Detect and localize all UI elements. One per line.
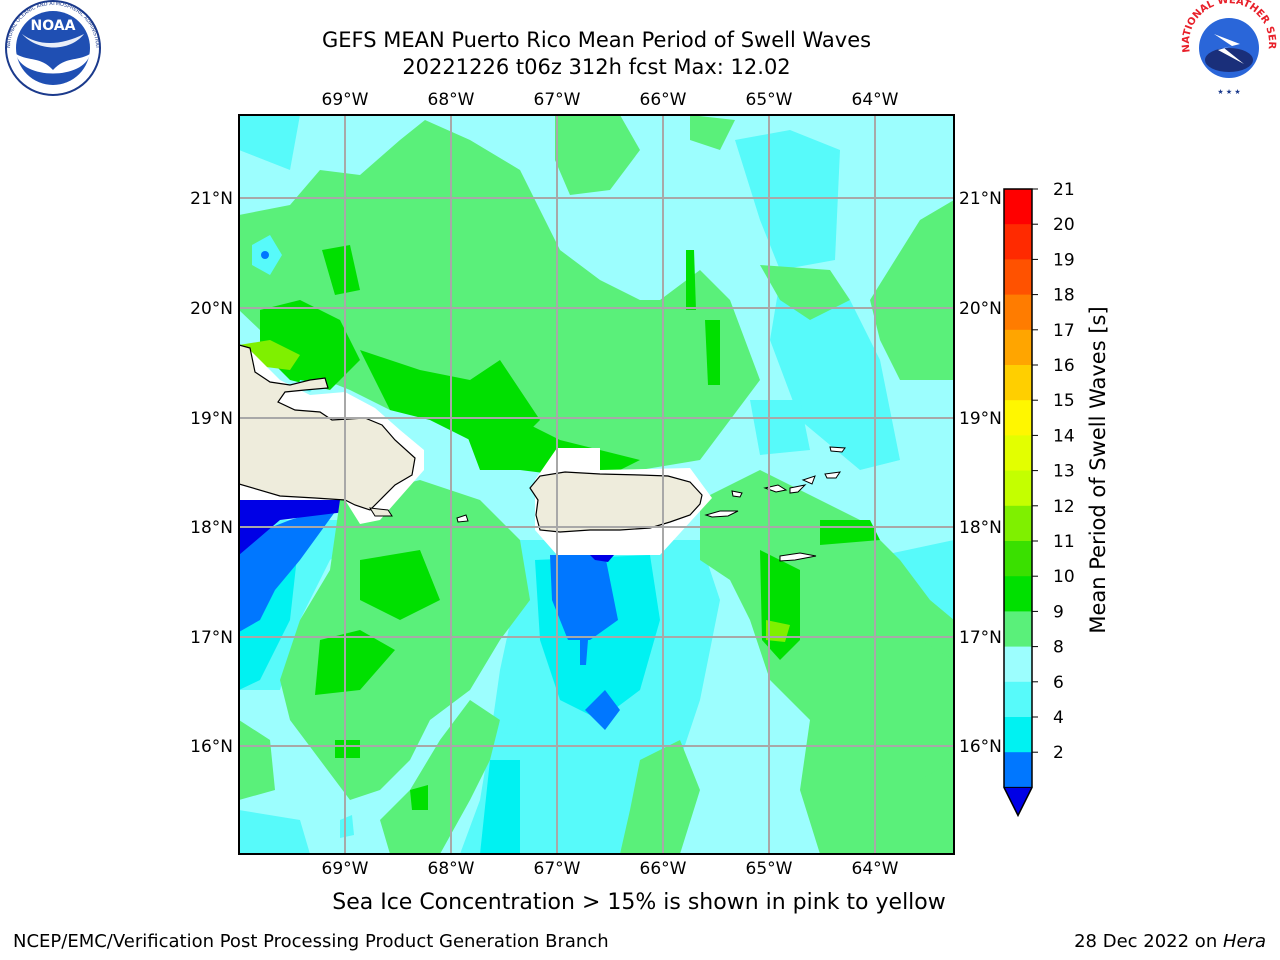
colorbar-label: Mean Period of Swell Waves [s]: [1086, 306, 1110, 633]
colorbar-tick-label: 20: [1053, 215, 1075, 235]
lat-label-left: 21°N: [190, 189, 233, 209]
svg-text:★ ★ ★: ★ ★ ★: [1217, 88, 1240, 96]
colorbar-segment: [1004, 329, 1032, 366]
colorbar-tick-label: 11: [1053, 532, 1075, 552]
colorbar-segment: [1004, 224, 1032, 260]
colorbar-tick-label: 14: [1053, 426, 1075, 446]
lon-label-bottom: 68°W: [428, 859, 475, 879]
colorbar-segment: [1004, 470, 1032, 507]
lat-label-right: 19°N: [959, 409, 1002, 429]
colorbar-segment: [1004, 752, 1032, 788]
colorbar-segment: [1004, 294, 1032, 331]
colorbar: 21 20 19 18 17 16 15 14 13 12 11 10 9 8 6 4 2: [1003, 180, 1075, 818]
footer-date: 28 Dec 2022 on Hera: [1074, 931, 1266, 952]
lon-label-bottom: 65°W: [746, 859, 793, 879]
lon-label-bottom: 66°W: [640, 859, 687, 879]
colorbar-segment: [1004, 681, 1032, 718]
colorbar-tick-label: 10: [1053, 567, 1075, 587]
lon-label-bottom: 69°W: [322, 859, 369, 879]
colorbar-segment: [1004, 541, 1032, 577]
footer-host: Hera: [1222, 931, 1266, 952]
colorbar-segment: [1004, 400, 1032, 436]
map-frame: [238, 114, 955, 855]
colorbar-tick-label: 8: [1053, 638, 1064, 658]
lon-label-top: 64°W: [852, 90, 899, 110]
sea-ice-note: Sea Ice Concentration > 15% is shown in …: [332, 890, 946, 915]
colorbar-tick-label: 4: [1053, 708, 1064, 728]
colorbar-outline: [1003, 188, 1033, 818]
lon-label-top: 69°W: [322, 90, 369, 110]
colorbar-segment: [1004, 646, 1032, 683]
lat-label-left: 16°N: [190, 737, 233, 757]
colorbar-tick-label: 13: [1053, 462, 1075, 482]
lat-label-right: 20°N: [959, 299, 1002, 319]
colorbar-tick-label: 9: [1053, 602, 1064, 622]
lat-label-right: 17°N: [959, 628, 1002, 648]
graticule: [239, 115, 954, 854]
lon-label-top: 68°W: [428, 90, 475, 110]
lat-label-left: 18°N: [190, 518, 233, 538]
lon-label-bottom: 64°W: [852, 859, 899, 879]
colorbar-segment: [1004, 435, 1032, 472]
colorbar-tick-label: 21: [1053, 180, 1075, 200]
colorbar-tick-label: 12: [1053, 497, 1075, 517]
colorbar-tick-label: 6: [1053, 673, 1064, 693]
lat-label-left: 20°N: [190, 299, 233, 319]
colorbar-extend-arrow: [1003, 786, 1033, 817]
colorbar-segment: [1004, 505, 1032, 542]
nws-logo: NATIONAL WEATHER SERVICE ★ ★ ★: [1178, 0, 1277, 96]
colorbar-tick-label: 19: [1053, 250, 1075, 270]
lat-label-right: 16°N: [959, 737, 1002, 757]
lat-label-left: 19°N: [190, 409, 233, 429]
noaa-logo-text: NOAA: [31, 18, 76, 34]
lat-label-left: 17°N: [190, 628, 233, 648]
lat-label-right: 18°N: [959, 518, 1002, 538]
footer-credit: NCEP/EMC/Verification Post Processing Pr…: [13, 931, 609, 952]
colorbar-segment: [1004, 189, 1032, 225]
colorbar-tick-label: 17: [1053, 321, 1075, 341]
contour-fill: [239, 115, 954, 854]
colorbar-segment: [1004, 576, 1032, 612]
lon-label-top: 67°W: [534, 90, 581, 110]
puerto-rico-land: [529, 471, 703, 533]
lat-label-right: 21°N: [959, 189, 1002, 209]
lon-label-top: 66°W: [640, 90, 687, 110]
colorbar-tick-label: 15: [1053, 391, 1075, 411]
map-subtitle: 20221226 t06z 312h fcst Max: 12.02: [402, 55, 791, 79]
colorbar-tick-label: 16: [1053, 356, 1075, 376]
lon-label-bottom: 67°W: [534, 859, 581, 879]
colorbar-segment: [1004, 717, 1032, 753]
lon-label-top: 65°W: [746, 90, 793, 110]
colorbar-segment: [1004, 611, 1032, 648]
colorbar-tick-label: 18: [1053, 286, 1075, 306]
colorbar-tick-label: 2: [1053, 743, 1064, 763]
noaa-logo: NOAA NATIONAL OCEANIC AND ATMOSPHERIC AD…: [0, 0, 101, 96]
footer-date-text: 28 Dec 2022 on: [1074, 931, 1223, 952]
map-title: GEFS MEAN Puerto Rico Mean Period of Swe…: [321, 28, 872, 52]
colorbar-segment: [1004, 365, 1032, 401]
colorbar-segment: [1004, 259, 1032, 296]
